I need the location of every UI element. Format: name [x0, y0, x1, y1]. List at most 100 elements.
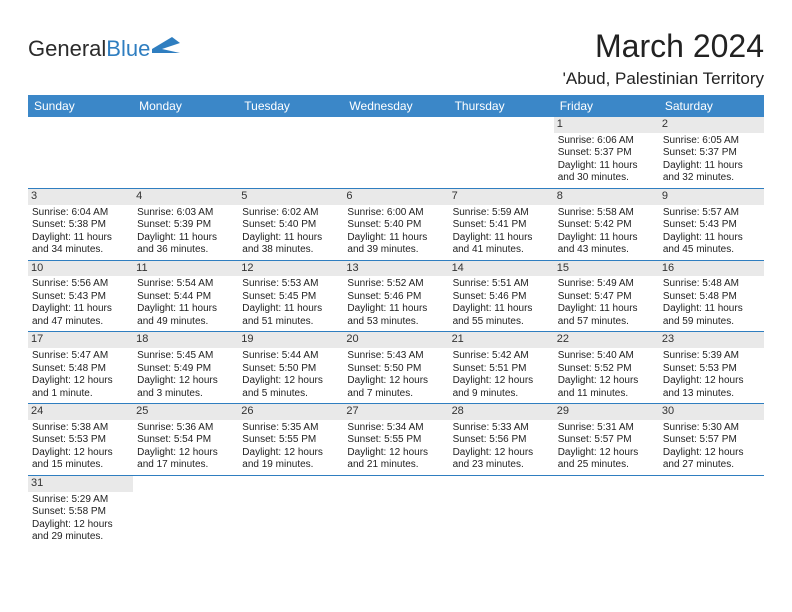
sunset-line: Sunset: 5:53 PM: [663, 363, 760, 376]
daylight-line: Daylight: 12 hours and 3 minutes.: [137, 375, 234, 400]
calendar-empty: [343, 475, 448, 546]
sunrise-line: Sunrise: 6:02 AM: [242, 207, 339, 220]
calendar-day: 24Sunrise: 5:38 AMSunset: 5:53 PMDayligh…: [28, 404, 133, 476]
day-number: 9: [659, 189, 764, 205]
day-number: 18: [133, 332, 238, 348]
sunrise-line: Sunrise: 5:59 AM: [453, 207, 550, 220]
sunset-line: Sunset: 5:49 PM: [137, 363, 234, 376]
title-block: March 2024 'Abud, Palestinian Territory: [563, 28, 764, 89]
calendar-row: 24Sunrise: 5:38 AMSunset: 5:53 PMDayligh…: [28, 404, 764, 476]
calendar-day: 19Sunrise: 5:44 AMSunset: 5:50 PMDayligh…: [238, 332, 343, 404]
calendar-day: 20Sunrise: 5:43 AMSunset: 5:50 PMDayligh…: [343, 332, 448, 404]
calendar-day: 17 Sunrise: 5:47 AMSunset: 5:48 PMDayligh…: [28, 332, 133, 404]
day-number: 20: [343, 332, 448, 348]
calendar-day: 14Sunrise: 5:51 AMSunset: 5:46 PMDayligh…: [449, 260, 554, 332]
day-number: 27: [343, 404, 448, 420]
daylight-line: Daylight: 11 hours and 57 minutes.: [558, 303, 655, 328]
calendar-day: 5Sunrise: 6:02 AMSunset: 5:40 PMDaylight…: [238, 188, 343, 260]
day-number: 11: [133, 261, 238, 277]
calendar-empty: [659, 475, 764, 546]
day-number: 7: [449, 189, 554, 205]
weekday-header: Friday: [554, 95, 659, 117]
day-number: 8: [554, 189, 659, 205]
sunrise-line: Sunrise: 5:47 AM: [32, 350, 129, 363]
sunrise-line: Sunrise: 5:42 AM: [453, 350, 550, 363]
calendar-day: 18Sunrise: 5:45 AMSunset: 5:49 PMDayligh…: [133, 332, 238, 404]
sunset-line: Sunset: 5:46 PM: [347, 291, 444, 304]
calendar-day: 12Sunrise: 5:53 AMSunset: 5:45 PMDayligh…: [238, 260, 343, 332]
sunrise-line: Sunrise: 6:04 AM: [32, 207, 129, 220]
sunrise-line: Sunrise: 5:51 AM: [453, 278, 550, 291]
logo-text-general: General: [28, 36, 106, 62]
daylight-line: Daylight: 11 hours and 59 minutes.: [663, 303, 760, 328]
calendar-empty: [554, 475, 659, 546]
daylight-line: Daylight: 12 hours and 19 minutes.: [242, 447, 339, 472]
daylight-line: Daylight: 12 hours and 21 minutes.: [347, 447, 444, 472]
sunrise-line: Sunrise: 5:43 AM: [347, 350, 444, 363]
day-number: 29: [554, 404, 659, 420]
calendar-table: SundayMondayTuesdayWednesdayThursdayFrid…: [28, 95, 764, 547]
sunrise-line: Sunrise: 5:30 AM: [663, 422, 760, 435]
daylight-line: Daylight: 12 hours and 17 minutes.: [137, 447, 234, 472]
daylight-line: Daylight: 11 hours and 49 minutes.: [137, 303, 234, 328]
calendar-row: 10Sunrise: 5:56 AMSunset: 5:43 PMDayligh…: [28, 260, 764, 332]
daylight-line: Daylight: 12 hours and 29 minutes.: [32, 519, 129, 544]
daylight-line: Daylight: 11 hours and 43 minutes.: [558, 232, 655, 257]
sunrise-line: Sunrise: 5:58 AM: [558, 207, 655, 220]
daylight-line: Daylight: 12 hours and 11 minutes.: [558, 375, 655, 400]
sunset-line: Sunset: 5:55 PM: [242, 434, 339, 447]
sunset-line: Sunset: 5:48 PM: [32, 363, 129, 376]
calendar-day: 21 Sunrise: 5:42 AMSunset: 5:51 PMDayligh…: [449, 332, 554, 404]
sunset-line: Sunset: 5:41 PM: [453, 219, 550, 232]
day-number: 23: [659, 332, 764, 348]
calendar-body: 1Sunrise: 6:06 AMSunset: 5:37 PMDaylight…: [28, 117, 764, 547]
day-number: 30: [659, 404, 764, 420]
daylight-line: Daylight: 12 hours and 25 minutes.: [558, 447, 655, 472]
calendar-empty: [343, 117, 448, 188]
sunset-line: Sunset: 5:51 PM: [453, 363, 550, 376]
day-number: 6: [343, 189, 448, 205]
calendar-empty: [449, 117, 554, 188]
sunrise-line: Sunrise: 5:54 AM: [137, 278, 234, 291]
daylight-line: Daylight: 12 hours and 13 minutes.: [663, 375, 760, 400]
month-title: March 2024: [563, 28, 764, 65]
daylight-line: Daylight: 12 hours and 15 minutes.: [32, 447, 129, 472]
sunrise-line: Sunrise: 5:40 AM: [558, 350, 655, 363]
daylight-line: Daylight: 11 hours and 47 minutes.: [32, 303, 129, 328]
calendar-empty: [238, 117, 343, 188]
sunrise-line: Sunrise: 5:39 AM: [663, 350, 760, 363]
daylight-line: Daylight: 12 hours and 5 minutes.: [242, 375, 339, 400]
sunset-line: Sunset: 5:43 PM: [663, 219, 760, 232]
logo-text-blue: Blue: [106, 36, 150, 62]
calendar-empty: [28, 117, 133, 188]
daylight-line: Daylight: 11 hours and 41 minutes.: [453, 232, 550, 257]
daylight-line: Daylight: 11 hours and 55 minutes.: [453, 303, 550, 328]
sunrise-line: Sunrise: 5:52 AM: [347, 278, 444, 291]
daylight-line: Daylight: 12 hours and 9 minutes.: [453, 375, 550, 400]
sunset-line: Sunset: 5:44 PM: [137, 291, 234, 304]
sunset-line: Sunset: 5:46 PM: [453, 291, 550, 304]
sunset-line: Sunset: 5:50 PM: [242, 363, 339, 376]
calendar-day: 13Sunrise: 5:52 AMSunset: 5:46 PMDayligh…: [343, 260, 448, 332]
calendar-day: 11Sunrise: 5:54 AMSunset: 5:44 PMDayligh…: [133, 260, 238, 332]
sunset-line: Sunset: 5:53 PM: [32, 434, 129, 447]
sunset-line: Sunset: 5:38 PM: [32, 219, 129, 232]
sunrise-line: Sunrise: 5:29 AM: [32, 494, 129, 507]
calendar-day: 31Sunrise: 5:29 AMSunset: 5:58 PMDayligh…: [28, 475, 133, 546]
day-number: 25: [133, 404, 238, 420]
sunset-line: Sunset: 5:47 PM: [558, 291, 655, 304]
day-number: 16: [659, 261, 764, 277]
sunset-line: Sunset: 5:40 PM: [347, 219, 444, 232]
daylight-line: Daylight: 12 hours and 1 minute.: [32, 375, 129, 400]
calendar-day: 7 Sunrise: 5:59 AMSunset: 5:41 PMDaylight…: [449, 188, 554, 260]
day-number: 21: [449, 332, 554, 348]
day-number: 31: [28, 476, 133, 492]
sunset-line: Sunset: 5:52 PM: [558, 363, 655, 376]
sunrise-line: Sunrise: 5:38 AM: [32, 422, 129, 435]
day-number: 17: [28, 332, 133, 348]
sunset-line: Sunset: 5:54 PM: [137, 434, 234, 447]
calendar-empty: [133, 475, 238, 546]
sunrise-line: Sunrise: 5:44 AM: [242, 350, 339, 363]
sunset-line: Sunset: 5:43 PM: [32, 291, 129, 304]
day-number: 26: [238, 404, 343, 420]
